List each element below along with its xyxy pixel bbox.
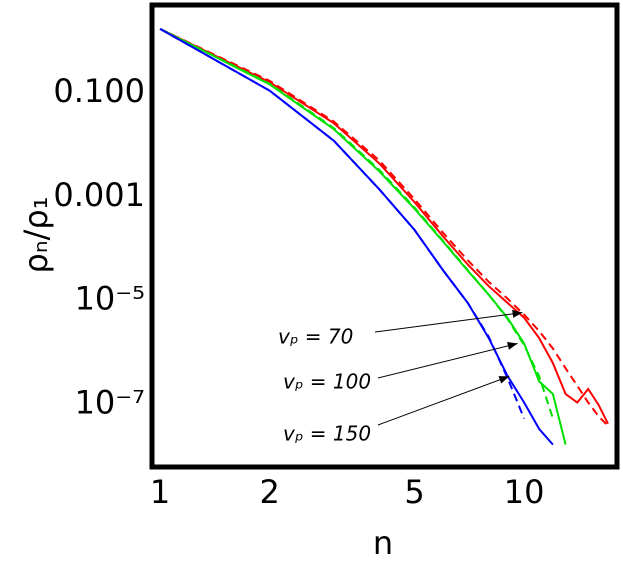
x-tick-label: 10: [504, 473, 545, 511]
plot-area: [159, 27, 609, 446]
plot-frame: [149, 2, 620, 470]
annotation-text: vₚ = 70: [278, 325, 353, 349]
annotation-arrow: [374, 309, 523, 333]
y-tick-label: 10⁻⁵: [75, 280, 145, 318]
annotation-text: vₚ = 100: [283, 370, 371, 394]
y-tick-label: 0.001: [53, 176, 145, 214]
x-tick-label: 5: [404, 473, 424, 511]
annotation-arrow: [377, 375, 510, 426]
series-line: [159, 28, 526, 419]
x-axis-label: n: [373, 524, 393, 562]
x-tick-label: 2: [259, 473, 279, 511]
annotation-arrow: [377, 342, 518, 379]
y-tick-label: 10⁻⁷: [75, 384, 145, 422]
series-line: [159, 28, 554, 419]
y-tick-label: 0.100: [53, 72, 145, 110]
annotation-text: vₚ = 150: [283, 422, 371, 446]
series-line: [159, 27, 609, 427]
x-tick-label: 1: [150, 473, 170, 511]
series-line: [159, 28, 609, 425]
y-axis-label: ρₙ/ρ₁: [17, 197, 55, 274]
